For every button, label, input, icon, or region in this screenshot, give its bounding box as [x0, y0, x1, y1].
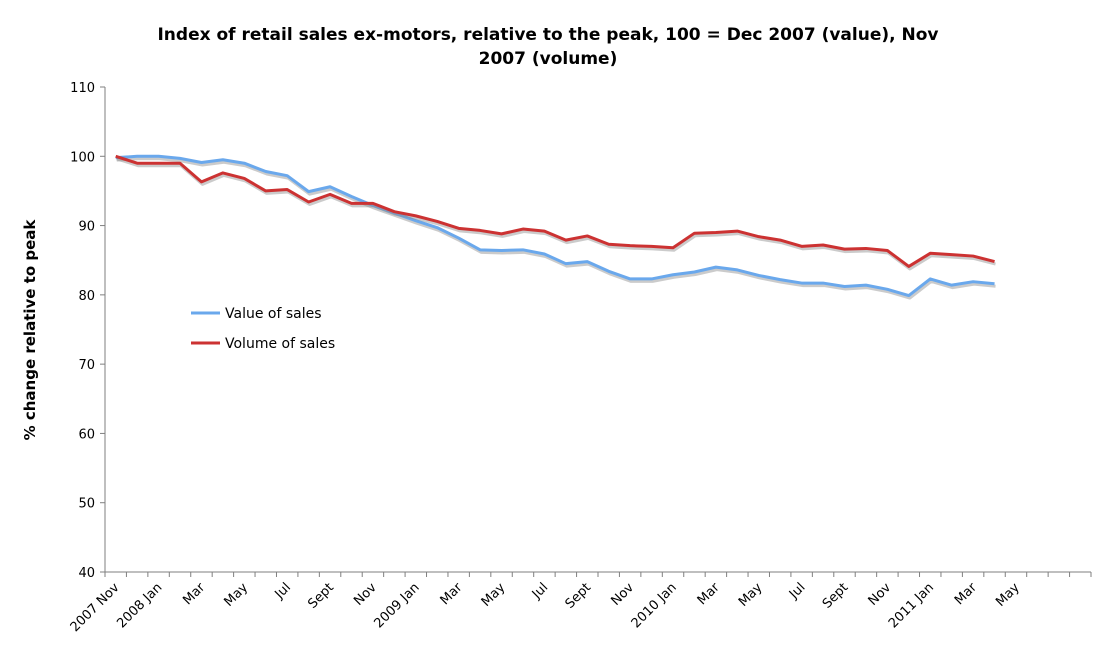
- y-tick-label: 90: [78, 220, 95, 235]
- x-tick-label: 2011 Jan: [886, 580, 937, 631]
- x-tick-label: Mar: [695, 580, 723, 608]
- x-tick-label: Sept: [820, 580, 852, 612]
- x-tick-label: May: [736, 580, 766, 610]
- legend: Value of sales Volume of sales: [191, 306, 335, 352]
- x-tick-label: May: [222, 580, 252, 610]
- x-tick-label: Mar: [952, 580, 980, 608]
- x-tick-label: 2007 Nov: [68, 580, 123, 635]
- y-tick-label: 40: [78, 566, 95, 581]
- y-tick-label: 60: [78, 427, 95, 442]
- x-tick-label: Sept: [563, 580, 595, 612]
- x-tick-label: Jul: [272, 580, 294, 602]
- x-tick-label: Nov: [608, 580, 637, 609]
- chart-title-line-1: Index of retail sales ex-motors, relativ…: [157, 25, 938, 45]
- y-tick-label: 70: [78, 358, 95, 373]
- x-tick-label: Nov: [351, 580, 380, 609]
- y-axis-label: % change relative to peak: [21, 219, 39, 441]
- x-tick-label: 2010 Jan: [629, 580, 680, 631]
- series-shadow-0: [116, 157, 996, 300]
- series-line-value-of-sales: [115, 154, 995, 298]
- x-tick-label: 2009 Jan: [372, 580, 423, 631]
- x-tick-label: Sept: [305, 580, 337, 612]
- x-tick-label: 2008 Jan: [114, 580, 165, 631]
- series-line-volume-of-sales: [115, 154, 995, 268]
- y-tick-label: 100: [70, 150, 95, 165]
- y-tick-label: 50: [78, 497, 95, 512]
- x-tick-label: Jul: [529, 580, 551, 602]
- y-axis-ticks: 40 50 60 70 80 90 100 110: [70, 81, 105, 581]
- series-layer: [115, 154, 996, 300]
- x-tick-label: Mar: [180, 580, 208, 608]
- series-shadow-1: [116, 157, 996, 271]
- x-tick-label: Mar: [438, 580, 466, 608]
- x-tick-label: May: [479, 580, 509, 610]
- chart-title-line-2: 2007 (volume): [479, 49, 618, 69]
- x-tick-label: May: [993, 580, 1023, 610]
- y-tick-label: 110: [70, 81, 95, 96]
- y-tick-label: 80: [78, 289, 95, 304]
- legend-label-volume: Volume of sales: [225, 336, 335, 352]
- x-tick-label: Jul: [786, 580, 808, 602]
- x-tick-label: Nov: [866, 580, 895, 609]
- legend-label-value: Value of sales: [225, 306, 322, 322]
